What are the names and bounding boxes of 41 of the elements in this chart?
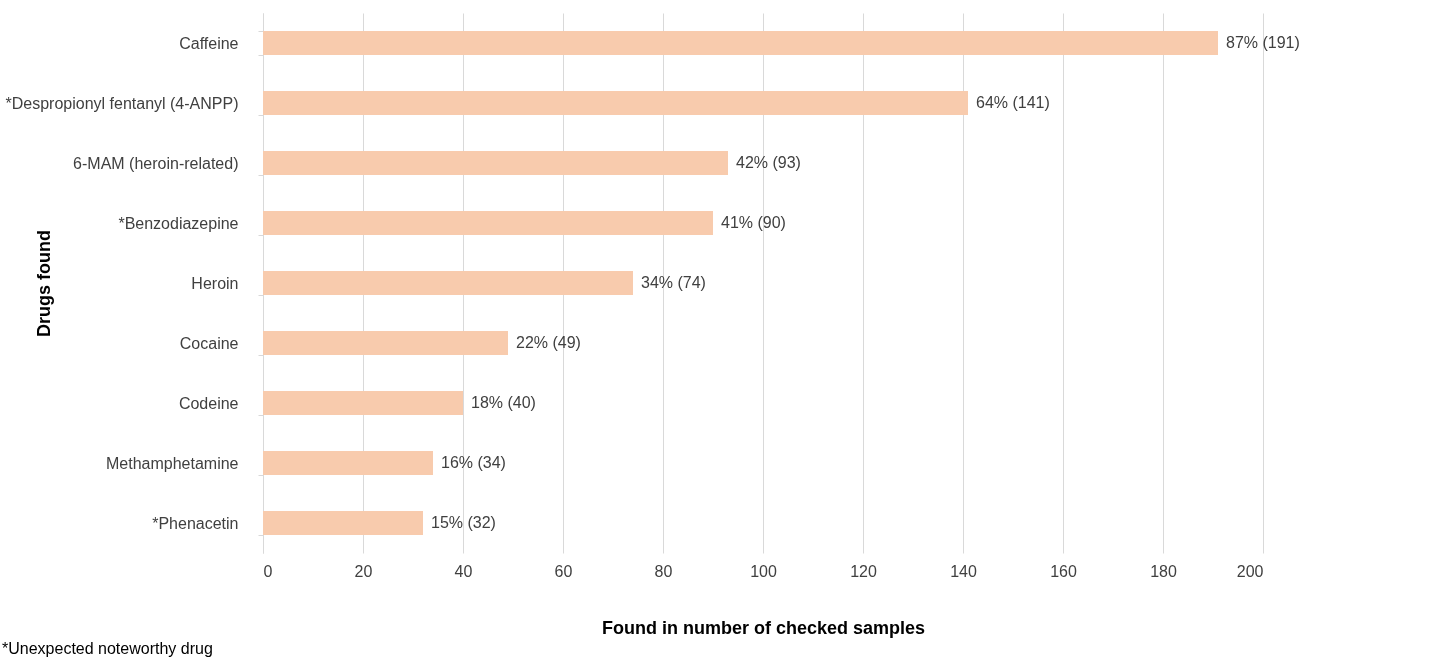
bar xyxy=(263,151,728,175)
y-tick-label: Cocaine xyxy=(179,334,239,352)
y-tick-label: *Despropionyl fentanyl (4-ANPP) xyxy=(5,94,239,112)
x-tick-label: 180 xyxy=(1150,562,1177,580)
x-tick-label: 20 xyxy=(354,562,373,580)
x-tick-label: 80 xyxy=(654,562,673,580)
text: *Unexpected noteworthy drug xyxy=(2,640,213,658)
x-tick-label: 200 xyxy=(1236,562,1264,580)
y-tick-label: Caffeine xyxy=(179,34,239,52)
bar xyxy=(263,451,433,475)
x-tick-label: 160 xyxy=(1050,562,1077,580)
data-label: 41% (90) xyxy=(721,214,786,231)
bar xyxy=(263,391,463,415)
y-tick-label: *Benzodiazepine xyxy=(118,214,239,232)
x-axis-title: Found in number of checked samples xyxy=(601,617,926,638)
bar xyxy=(263,211,713,235)
data-label: 87% (191) xyxy=(1226,34,1300,51)
x-tick-label: 120 xyxy=(850,562,877,580)
x-tick-label: 0 xyxy=(263,562,273,580)
bar xyxy=(263,31,1218,55)
bar xyxy=(263,331,508,355)
data-label: 22% (49) xyxy=(516,334,581,351)
x-tick-label: 60 xyxy=(554,562,573,580)
x-tick-label: 140 xyxy=(950,562,977,580)
data-label: 42% (93) xyxy=(736,154,801,171)
bar xyxy=(263,271,633,295)
x-tick-label: 40 xyxy=(454,562,473,580)
data-label: 34% (74) xyxy=(641,274,706,291)
data-label: 16% (34) xyxy=(441,454,506,471)
y-axis-title: Drugs found xyxy=(33,230,54,337)
y-tick-label: Methamphetamine xyxy=(105,454,239,472)
data-label: 64% (141) xyxy=(976,94,1050,111)
x-tick-label: 100 xyxy=(750,562,777,580)
y-tick-label: 6-MAM (heroin-related) xyxy=(73,154,239,172)
bar xyxy=(263,91,968,115)
y-tick-label: Codeine xyxy=(178,394,239,412)
bar xyxy=(263,511,423,535)
y-tick-label: *Phenacetin xyxy=(152,514,239,532)
data-label: 18% (40) xyxy=(471,394,536,411)
data-label: 15% (32) xyxy=(431,514,496,531)
y-tick-label: Heroin xyxy=(191,274,239,292)
